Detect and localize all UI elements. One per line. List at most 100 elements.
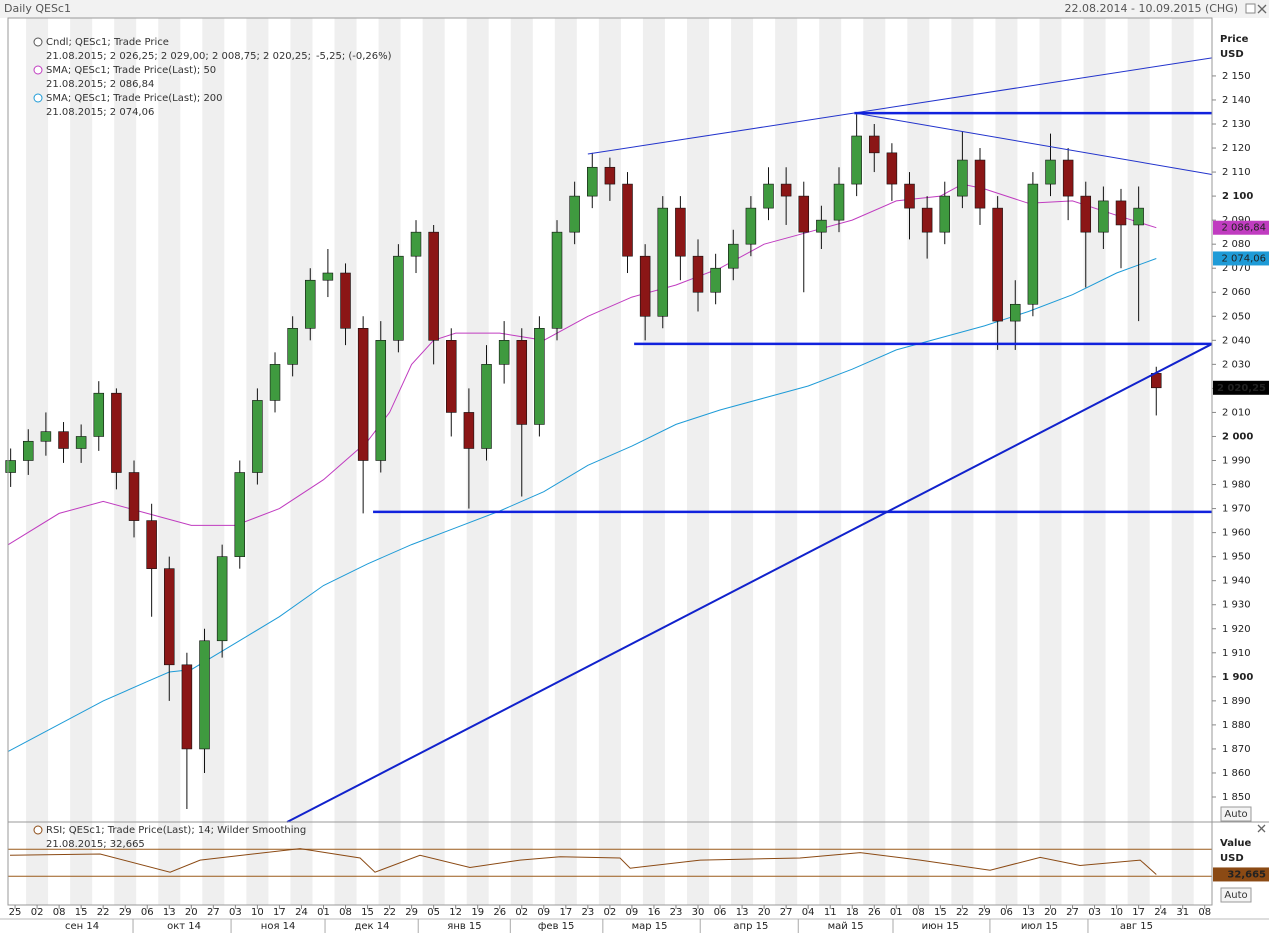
x-tick-label: 11 bbox=[824, 907, 837, 918]
x-tick-label: 23 bbox=[581, 907, 594, 918]
x-tick-label: 25 bbox=[9, 907, 22, 918]
candle-body bbox=[481, 364, 492, 449]
sma-value-label-box bbox=[1213, 220, 1269, 235]
x-tick-label: 06 bbox=[141, 907, 154, 918]
window-buttons[interactable] bbox=[1245, 3, 1267, 833]
candle-body bbox=[763, 183, 774, 209]
y-tick-label: 2 050 bbox=[1222, 311, 1251, 322]
candle-body bbox=[569, 195, 580, 233]
x-tick-label: 23 bbox=[670, 907, 683, 918]
candle-body bbox=[516, 340, 528, 425]
candle-body bbox=[463, 412, 475, 449]
week-stripe bbox=[863, 18, 886, 905]
y-tick-label: 2 120 bbox=[1222, 143, 1251, 154]
candle-body bbox=[111, 392, 122, 473]
x-tick-label: 12 bbox=[449, 907, 462, 918]
week-stripe bbox=[1127, 18, 1150, 905]
candle-body bbox=[622, 183, 633, 257]
candle-body bbox=[1098, 200, 1109, 233]
y-tick-label: 2 110 bbox=[1222, 167, 1251, 178]
x-tick-label: 01 bbox=[317, 907, 330, 918]
auto-button-label[interactable]: Auto bbox=[1224, 890, 1247, 901]
x-tick-label: 20 bbox=[1044, 907, 1057, 918]
week-stripe bbox=[907, 18, 930, 905]
y-tick-label: 1 950 bbox=[1222, 552, 1251, 563]
x-tick-label: 17 bbox=[1132, 907, 1145, 918]
x-tick-label: 13 bbox=[1022, 907, 1035, 918]
x-tick-label: 17 bbox=[559, 907, 572, 918]
legend: Cndl; QESc1; Trade Price 21.08.2015; 2 02… bbox=[33, 37, 392, 850]
x-tick-label: 26 bbox=[493, 907, 506, 918]
price-value-label-box bbox=[1213, 380, 1269, 395]
candle-body bbox=[340, 272, 351, 329]
close-button[interactable] bbox=[1257, 4, 1267, 14]
date-range: 22.08.2014 - 10.09.2015 (CHG) bbox=[1065, 2, 1238, 15]
x-tick-label: 17 bbox=[273, 907, 286, 918]
month-label: ноя 14 bbox=[261, 921, 296, 932]
x-tick-label: 04 bbox=[802, 907, 815, 918]
legend-icon bbox=[33, 93, 43, 103]
week-stripe bbox=[731, 18, 754, 905]
candle-body bbox=[23, 440, 34, 461]
y-tick-label: 2 070 bbox=[1222, 263, 1251, 274]
month-label: фев 15 bbox=[538, 921, 575, 932]
sma-value-label-box bbox=[1213, 251, 1269, 266]
candle-body bbox=[410, 231, 422, 257]
candle-body bbox=[551, 231, 563, 329]
candle-body bbox=[957, 159, 968, 197]
candle-body bbox=[780, 183, 792, 197]
x-tick-label: 18 bbox=[846, 907, 859, 918]
candle-body bbox=[1133, 207, 1144, 226]
x-tick-label: 22 bbox=[956, 907, 969, 918]
legend-name: SMA; QESc1; Trade Price(Last); 200 bbox=[46, 93, 223, 104]
week-stripe bbox=[158, 18, 181, 905]
candle-body bbox=[728, 243, 739, 269]
x-tick-label: 08 bbox=[912, 907, 925, 918]
week-stripe bbox=[819, 18, 842, 905]
legend-name: SMA; QESc1; Trade Price(Last); 50 bbox=[46, 65, 216, 76]
candle-body bbox=[498, 340, 510, 365]
legend-detail: 21.08.2015; 32,665 bbox=[46, 839, 145, 850]
x-tick-label: 19 bbox=[471, 907, 484, 918]
y-tick-label: 1 940 bbox=[1222, 576, 1251, 587]
window-title: Daily QESc1 bbox=[4, 2, 71, 15]
x-tick-label: 15 bbox=[934, 907, 947, 918]
candle-body bbox=[287, 328, 298, 365]
week-stripe bbox=[598, 18, 621, 905]
auto-button[interactable] bbox=[1220, 887, 1252, 903]
week-stripe bbox=[378, 18, 401, 905]
x-tick-label: 24 bbox=[1154, 907, 1167, 918]
y-tick-label: 2 000 bbox=[1222, 431, 1253, 442]
candle-body bbox=[75, 436, 87, 449]
y-tick-label: 1 870 bbox=[1222, 744, 1251, 755]
x-tick-label: 15 bbox=[75, 907, 88, 918]
y-tick-label: 2 080 bbox=[1222, 239, 1251, 250]
auto-button[interactable] bbox=[1220, 806, 1252, 822]
maximize-button[interactable] bbox=[1245, 3, 1256, 14]
candle-body bbox=[199, 640, 210, 750]
y-tick-label: 2 140 bbox=[1222, 95, 1251, 106]
candle-body bbox=[534, 328, 545, 425]
week-stripe bbox=[775, 18, 798, 905]
rsi-value-label: 32,665 bbox=[1227, 869, 1266, 880]
candle-body bbox=[128, 472, 140, 521]
candle-body bbox=[816, 219, 827, 233]
y-tick-label: 1 910 bbox=[1222, 648, 1251, 659]
x-tick-label: 30 bbox=[692, 907, 705, 918]
candle-body bbox=[357, 328, 369, 461]
rsi-line bbox=[9, 848, 1157, 875]
auto-button-label[interactable]: Auto bbox=[1224, 809, 1247, 820]
x-tick-label: 16 bbox=[648, 907, 661, 918]
close-pane-button[interactable] bbox=[1257, 824, 1266, 833]
y-tick-label: 2 130 bbox=[1222, 119, 1251, 130]
axis-unit: USD bbox=[1220, 49, 1244, 60]
week-stripe bbox=[114, 18, 137, 905]
x-tick-label: 27 bbox=[780, 907, 793, 918]
y-tick-label: 2 010 bbox=[1222, 407, 1251, 418]
y-tick-label: 1 980 bbox=[1222, 480, 1251, 491]
y-tick-label: 1 960 bbox=[1222, 528, 1251, 539]
x-tick-label: 10 bbox=[1110, 907, 1123, 918]
candle-body bbox=[1027, 183, 1039, 305]
candle-body bbox=[252, 400, 263, 473]
y-tick-label: 1 990 bbox=[1222, 456, 1251, 467]
